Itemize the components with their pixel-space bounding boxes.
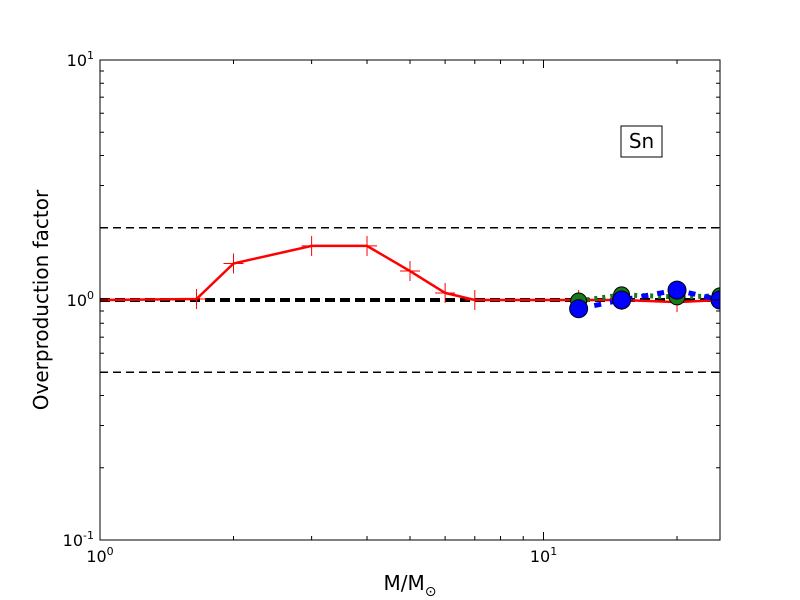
x-axis-label: M/M⊙ [384, 571, 437, 600]
series-markers [100, 235, 720, 319]
series-line-2 [578, 287, 720, 312]
series-point-2 [667, 280, 687, 300]
series-point-2 [569, 299, 589, 319]
series-point-0 [435, 282, 456, 303]
annotation-label: Sn [629, 129, 654, 153]
series-point-0 [464, 290, 485, 310]
annotation-box: Sn [620, 125, 663, 158]
y-tick-label: 101 [67, 49, 94, 70]
y-tick-label: 100 [67, 289, 94, 310]
plot-frame [99, 59, 721, 541]
series-line-1 [578, 292, 720, 304]
y-tick-label: 10-1 [63, 529, 94, 550]
series-point-0 [186, 288, 207, 309]
y-axis-label: Overproduction factor [29, 189, 53, 410]
series-point-0 [301, 235, 322, 256]
series-point-0 [223, 253, 244, 274]
series-point-2 [612, 290, 632, 310]
series-point-0 [400, 261, 420, 282]
series-point-0 [357, 235, 378, 256]
x-tick-label: 101 [530, 545, 557, 566]
x-tick-label: 100 [86, 545, 113, 566]
